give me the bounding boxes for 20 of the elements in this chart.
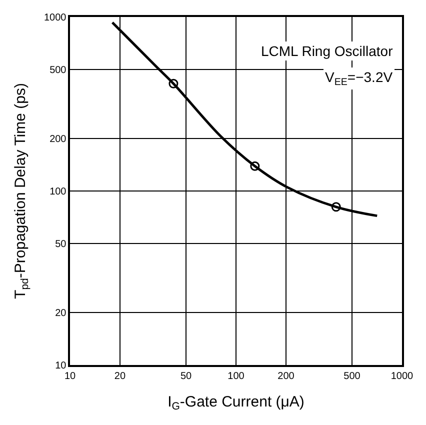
y-tick-label: 200 [50, 134, 67, 146]
x-tick-label: 20 [114, 370, 126, 382]
y-tick-label: 500 [50, 64, 67, 76]
y-tick-label: 50 [55, 238, 67, 250]
annotation: LCML Ring Oscillator [261, 43, 394, 59]
x-tick-label: 500 [344, 370, 361, 382]
x-tick-label: 1000 [390, 370, 414, 382]
point [250, 161, 260, 171]
x-axis-title: I$_{G}$-Gate Current (μA) [168, 393, 304, 412]
y-tick-label: 20 [55, 308, 67, 320]
y-tick-label: 10 [55, 360, 67, 372]
x-tick-label: 10 [64, 370, 76, 382]
x-tick-label: 200 [278, 370, 295, 382]
point [331, 202, 341, 212]
y-tick-label: 100 [50, 186, 67, 198]
annotation: V$_{EE}$=−3.2V [325, 69, 394, 88]
y-tick-label: 1000 [44, 12, 67, 24]
x-tick-label: 100 [228, 370, 245, 382]
x-tick-label: 50 [180, 370, 192, 382]
point [168, 78, 178, 88]
